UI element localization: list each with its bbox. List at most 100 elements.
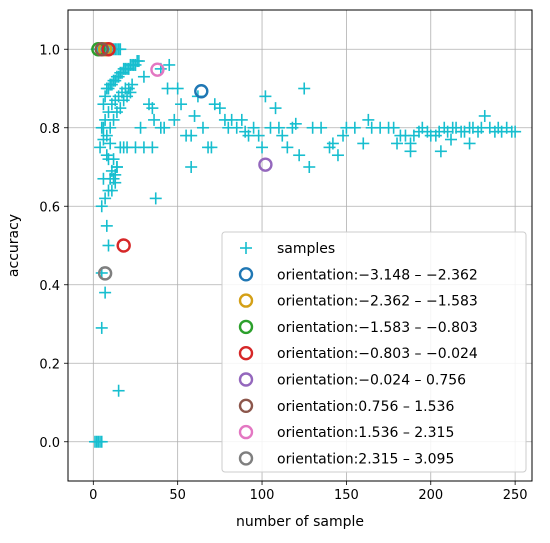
plot-frame	[67, 9, 533, 482]
sample-point	[146, 141, 159, 154]
sample-point	[230, 121, 243, 134]
legend-label: orientation:−0.024 – 0.756	[277, 373, 466, 389]
sample-point	[100, 129, 113, 142]
sample-point	[163, 58, 176, 71]
sample-point	[95, 435, 108, 448]
orientation-points	[91, 42, 273, 281]
legend-label: orientation:−3.148 – −2.362	[277, 267, 478, 283]
sample-point	[281, 141, 294, 154]
sample-point	[357, 137, 370, 150]
sample-point	[188, 109, 201, 122]
legend-label: orientation:−1.583 – −0.803	[277, 320, 478, 336]
orientation-point	[97, 266, 113, 281]
sample-point	[95, 200, 108, 213]
legend: samples orientation:−3.148 – −2.362 orient…	[221, 231, 527, 473]
sample-point	[107, 113, 120, 126]
legend-item: orientation:−3.148 – −2.362	[238, 267, 478, 283]
legend-marker-circle	[238, 372, 254, 387]
legend-marker-circle	[238, 319, 254, 335]
legend-marker-circle	[238, 451, 254, 466]
legend-label: orientation:−2.362 – −1.583	[277, 294, 478, 310]
y-tick-label: 0.2	[39, 357, 60, 372]
legend-item: samples	[240, 241, 335, 257]
sample-point	[247, 121, 260, 134]
legend-item: orientation:−1.583 – −0.803	[238, 319, 478, 336]
y-tick-label: 0.6	[39, 200, 60, 215]
sample-point	[97, 121, 110, 134]
y-axis-label: accuracy	[6, 214, 22, 277]
legend-label: samples	[277, 241, 335, 257]
legend-item: orientation:1.536 – 2.315	[238, 424, 454, 441]
sample-point	[434, 145, 447, 158]
sample-point	[158, 121, 171, 134]
sample-point	[235, 113, 248, 126]
y-tick-label: 0.0	[39, 436, 60, 451]
legend-label: orientation:1.536 – 2.315	[277, 425, 454, 441]
sample-point	[303, 161, 316, 173]
axis-ticks: 0 50 100 150 200 250 0.0 0.2 0.4 0.6 0.8 1.0	[39, 43, 527, 503]
sample-point	[100, 219, 113, 232]
sample-point	[161, 82, 174, 95]
sample-point	[289, 117, 302, 130]
sample-point	[124, 86, 137, 99]
legend-item: orientation:−0.803 – −0.024	[238, 346, 478, 362]
x-tick-label: 50	[169, 488, 186, 503]
x-tick-label: 0	[89, 488, 97, 503]
sample-point	[276, 129, 289, 142]
x-tick-label: 100	[250, 488, 275, 503]
sample-point	[126, 78, 139, 91]
sample-point	[404, 145, 417, 158]
orientation-point	[150, 62, 165, 77]
sample-point	[362, 113, 375, 126]
sample-point	[102, 153, 115, 166]
sample-point	[94, 141, 107, 154]
orientation-point	[194, 84, 209, 99]
sample-point	[105, 164, 118, 177]
sample-point	[326, 137, 339, 150]
sample-point	[315, 121, 328, 134]
sample-point	[168, 113, 181, 126]
sample-point	[95, 321, 108, 334]
sample-point	[196, 121, 209, 134]
sample-point	[112, 384, 125, 397]
sample-point	[114, 43, 127, 56]
sample-point	[445, 133, 458, 146]
orientation-point	[116, 238, 131, 253]
legend-item: orientation:0.756 – 1.536	[238, 398, 454, 415]
sample-point	[134, 121, 147, 134]
x-axis-label: number of sample	[236, 514, 364, 530]
sample-point	[269, 102, 282, 115]
sample-point	[105, 184, 118, 197]
orientation-point	[101, 42, 116, 57]
sample-point	[259, 90, 272, 103]
y-tick-label: 0.8	[39, 122, 60, 137]
sample-point	[205, 141, 218, 154]
y-tick-label: 0.4	[39, 279, 60, 294]
legend-item: orientation:−0.024 – 0.756	[238, 372, 466, 389]
sample-point	[102, 239, 115, 252]
sample-point	[148, 113, 161, 126]
legend-marker-circle	[238, 267, 254, 282]
sample-point	[175, 98, 188, 111]
sample-point	[185, 129, 198, 142]
sample-point	[242, 129, 255, 142]
sample-point	[104, 137, 117, 150]
sample-point	[99, 90, 112, 103]
sample-point	[252, 129, 265, 142]
sample-point	[298, 82, 311, 95]
legend-label: orientation:0.756 – 1.536	[277, 399, 454, 415]
legend-item: orientation:−2.362 – −1.583	[238, 293, 478, 310]
x-tick-label: 150	[334, 488, 359, 503]
sample-point	[97, 172, 110, 185]
legend-marker-circle	[238, 398, 254, 413]
sample-point	[99, 192, 112, 205]
sample-point	[509, 125, 522, 138]
sample-point	[391, 137, 404, 150]
legend-item: orientation:2.315 – 3.095	[238, 451, 454, 467]
sample-point	[109, 176, 122, 189]
sample-point	[348, 121, 361, 134]
legend-label: orientation:−0.803 – −0.024	[277, 346, 478, 362]
sample-point	[114, 102, 127, 115]
